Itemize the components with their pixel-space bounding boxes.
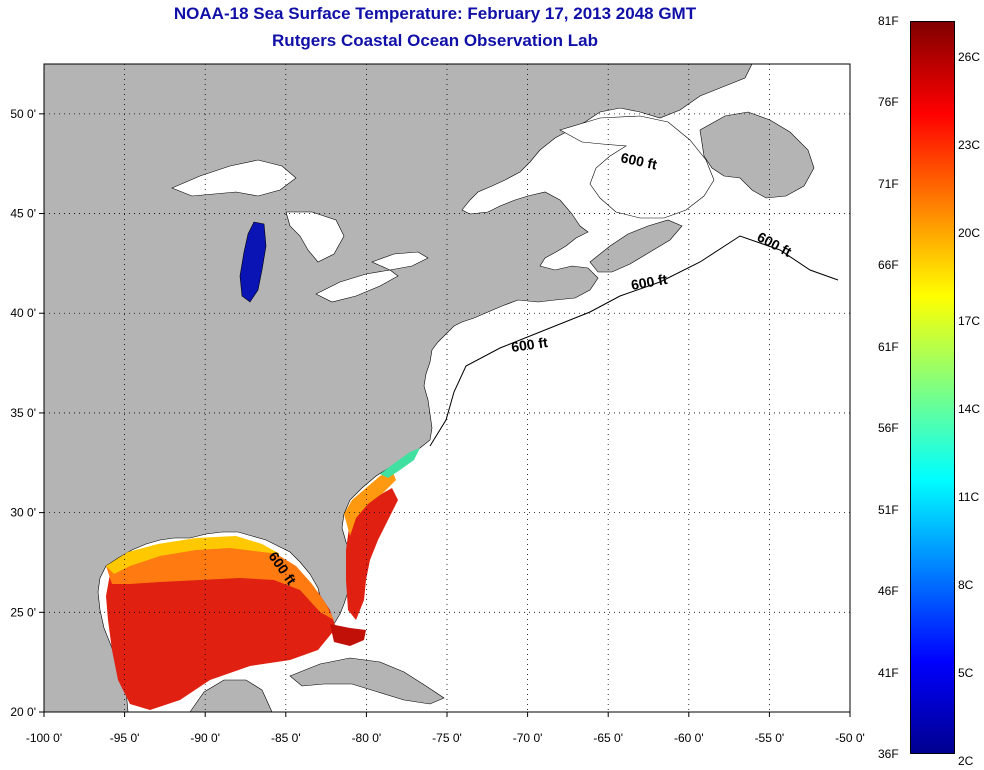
lake-superior (171, 159, 297, 197)
land-north-america (43, 63, 753, 713)
lon-tick-label: -70 0' (513, 731, 543, 745)
gulf-st-lawrence (559, 115, 715, 219)
temperature-colorbar (910, 21, 955, 754)
lat-tick-label: 50 0' (10, 107, 36, 121)
lat-tick-label: 40 0' (10, 306, 36, 320)
colorbar-c-label: 26C (958, 49, 981, 64)
lon-tick-label: -90 0' (190, 731, 220, 745)
lake-ontario (371, 251, 429, 271)
lake-michigan (239, 221, 267, 303)
lake-erie (315, 269, 399, 303)
colorbar-c-label: 20C (958, 225, 981, 240)
colorbar-f-label: 76F (878, 95, 899, 110)
contour-label: 600 ft (510, 334, 549, 355)
contour-label: 600 ft (630, 271, 669, 293)
colorbar-c-label: 14C (958, 401, 981, 416)
colorbar-f-label: 36F (878, 747, 899, 761)
lon-tick-label: -50 0' (835, 731, 865, 745)
map-subtitle: Rutgers Coastal Ocean Observation Lab (272, 31, 598, 50)
map-title: NOAA-18 Sea Surface Temperature: Februar… (173, 4, 697, 23)
contour-label: 600 ft (619, 149, 658, 172)
colorbar-f-label: 61F (878, 339, 899, 354)
colorbar-c-label: 23C (958, 137, 981, 152)
land-nova-scotia (589, 219, 683, 273)
lat-tick-label: 30 0' (10, 506, 36, 520)
lon-tick-label: -75 0' (432, 731, 462, 745)
lon-tick-label: -55 0' (755, 731, 785, 745)
sst-gulf-warm (106, 536, 366, 710)
land-cuba (289, 657, 445, 705)
colorbar-c-label: 17C (958, 313, 981, 328)
land-newfoundland (699, 111, 815, 199)
grid-lines (44, 64, 850, 712)
lon-tick-label: -60 0' (674, 731, 704, 745)
colorbar-f-label: 66F (878, 258, 899, 273)
longitude-axis: -100 0' -95 0' -90 0' -85 0' -80 0' -75 0' -70… (26, 712, 865, 745)
colorbar-f-label: 81F (878, 14, 899, 28)
contour-600ft-line (429, 235, 839, 447)
colorbar-c-label: 8C (958, 577, 974, 592)
lat-tick-label: 25 0' (10, 605, 36, 619)
lat-tick-label: 20 0' (10, 705, 36, 719)
colorbar-c-label: 2C (958, 753, 974, 768)
sst-atlantic-coast (344, 448, 420, 620)
lon-tick-label: -85 0' (271, 731, 301, 745)
latitude-axis: 20 0' 25 0' 30 0' 35 0' 40 0' 45 0' 50 0' (10, 107, 44, 719)
colorbar-f-label: 41F (878, 665, 899, 680)
colorbar-f-label: 56F (878, 421, 899, 436)
lon-tick-label: -80 0' (352, 731, 382, 745)
colorbar-f-label: 51F (878, 502, 899, 517)
lon-tick-label: -95 0' (110, 731, 140, 745)
lat-tick-label: 45 0' (10, 207, 36, 221)
colorbar-f-label: 71F (878, 176, 899, 191)
lon-tick-label: -65 0' (593, 731, 623, 745)
colorbar-c-label: 5C (958, 665, 974, 680)
lon-tick-label: -100 0' (26, 731, 62, 745)
colorbar-f-label: 46F (878, 584, 899, 599)
colorbar-c-label: 11C (958, 489, 980, 504)
lat-tick-label: 35 0' (10, 406, 36, 420)
lake-huron (285, 211, 345, 263)
